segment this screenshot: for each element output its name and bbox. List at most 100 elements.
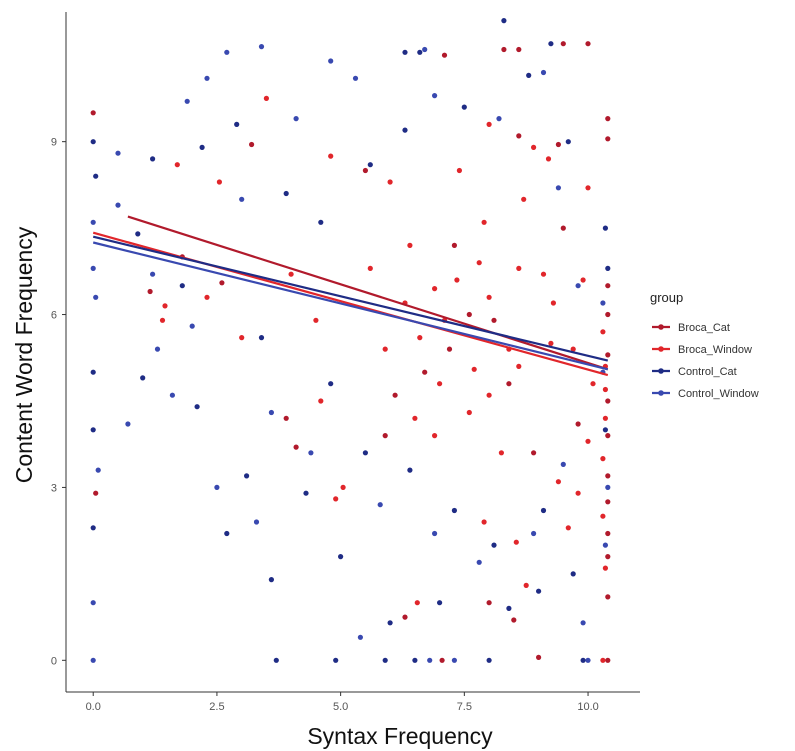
legend: group Broca_Cat Broca_Window Control_Cat Co… xyxy=(650,290,759,400)
point-control-cat xyxy=(437,600,443,606)
legend-title: group xyxy=(650,290,683,305)
point-control-window xyxy=(555,185,562,191)
fit-line-broca-window xyxy=(92,231,609,377)
point-control-cat xyxy=(565,139,571,145)
point-broca-window xyxy=(466,409,472,416)
point-broca-cat xyxy=(422,369,428,375)
point-broca-window xyxy=(454,277,460,283)
point-broca-window xyxy=(590,381,596,387)
point-broca-window xyxy=(602,565,609,571)
point-broca-cat xyxy=(516,46,522,53)
point-control-cat xyxy=(580,657,586,663)
point-broca-window xyxy=(602,415,609,421)
point-broca-window xyxy=(367,265,373,271)
point-control-window xyxy=(352,75,359,81)
point-broca-cat xyxy=(605,657,611,663)
point-broca-window xyxy=(313,317,319,323)
point-control-window xyxy=(115,202,121,208)
point-control-cat xyxy=(491,542,497,548)
point-control-cat xyxy=(412,657,418,663)
point-control-window xyxy=(602,542,609,548)
point-broca-cat xyxy=(90,110,96,116)
point-broca-window xyxy=(486,294,492,300)
point-broca-cat xyxy=(147,288,153,295)
point-broca-cat xyxy=(446,346,453,352)
point-control-window xyxy=(427,657,433,663)
point-control-window xyxy=(239,196,245,202)
point-control-window xyxy=(90,219,96,225)
point-control-window xyxy=(600,300,606,306)
x-tick-label: 2.5 xyxy=(209,701,224,713)
point-control-window xyxy=(154,346,161,352)
point-control-window xyxy=(150,271,156,277)
x-ticks: 0.0 2.5 5.0 7.5 10.0 xyxy=(86,692,599,713)
point-broca-cat xyxy=(605,473,611,479)
point-broca-cat xyxy=(491,317,497,323)
point-control-cat xyxy=(244,473,250,479)
point-control-cat xyxy=(234,121,240,127)
point-control-window xyxy=(268,409,274,416)
point-broca-window xyxy=(600,456,606,462)
point-control-cat xyxy=(283,190,289,197)
point-broca-window xyxy=(204,294,210,300)
y-ticks: 0 3 6 9 xyxy=(51,137,66,667)
point-control-window xyxy=(293,116,299,122)
point-control-cat xyxy=(150,156,156,162)
fit-line-broca-cat xyxy=(127,215,609,371)
point-broca-window xyxy=(555,479,562,485)
point-broca-cat xyxy=(511,617,517,623)
point-control-cat xyxy=(268,577,274,583)
point-broca-cat xyxy=(605,594,611,600)
point-control-cat xyxy=(367,162,373,168)
point-control-cat xyxy=(333,657,339,663)
point-broca-cat xyxy=(382,433,388,439)
point-control-cat xyxy=(407,467,413,473)
point-control-window xyxy=(451,657,457,663)
legend-label-broca-cat: Broca_Cat xyxy=(678,322,730,334)
point-broca-window xyxy=(600,329,606,335)
point-control-cat xyxy=(506,605,512,612)
point-control-cat xyxy=(338,554,344,560)
legend-point-broca-cat xyxy=(658,324,664,330)
point-control-window xyxy=(476,559,482,565)
y-axis-title: Content Word Frequency xyxy=(11,226,37,483)
point-broca-window xyxy=(550,300,557,306)
point-broca-window xyxy=(585,438,591,444)
point-broca-window xyxy=(387,179,393,185)
point-broca-cat xyxy=(605,433,611,439)
x-tick-label: 7.5 xyxy=(457,701,472,713)
point-control-cat xyxy=(194,404,200,410)
point-control-window xyxy=(308,450,314,456)
point-control-cat xyxy=(90,139,96,145)
legend-label-broca-window: Broca_Window xyxy=(678,344,752,356)
point-control-cat xyxy=(486,657,492,663)
point-control-cat xyxy=(140,375,146,381)
point-broca-window xyxy=(481,519,487,525)
point-control-cat xyxy=(303,490,309,496)
point-broca-window xyxy=(580,277,586,283)
point-control-cat xyxy=(135,231,141,237)
point-control-window xyxy=(90,600,96,606)
point-broca-window xyxy=(340,484,346,490)
point-broca-window xyxy=(318,398,324,404)
point-control-window xyxy=(258,44,265,50)
point-control-window xyxy=(560,461,566,467)
point-broca-cat xyxy=(605,136,611,142)
y-tick-label: 9 xyxy=(51,137,57,149)
point-broca-cat xyxy=(249,141,255,148)
point-broca-window xyxy=(516,265,522,271)
point-broca-window xyxy=(471,366,477,372)
point-broca-cat xyxy=(605,554,611,560)
point-broca-window xyxy=(417,335,423,341)
point-broca-cat xyxy=(486,600,492,606)
point-broca-window xyxy=(523,582,529,589)
point-control-window xyxy=(204,75,210,81)
point-control-cat xyxy=(90,525,96,531)
point-control-cat xyxy=(387,620,393,626)
point-control-cat xyxy=(318,219,324,225)
point-control-window xyxy=(169,392,175,398)
point-broca-window xyxy=(174,162,180,168)
point-broca-cat xyxy=(506,381,512,387)
point-control-window xyxy=(432,530,438,537)
point-broca-cat xyxy=(93,490,99,496)
